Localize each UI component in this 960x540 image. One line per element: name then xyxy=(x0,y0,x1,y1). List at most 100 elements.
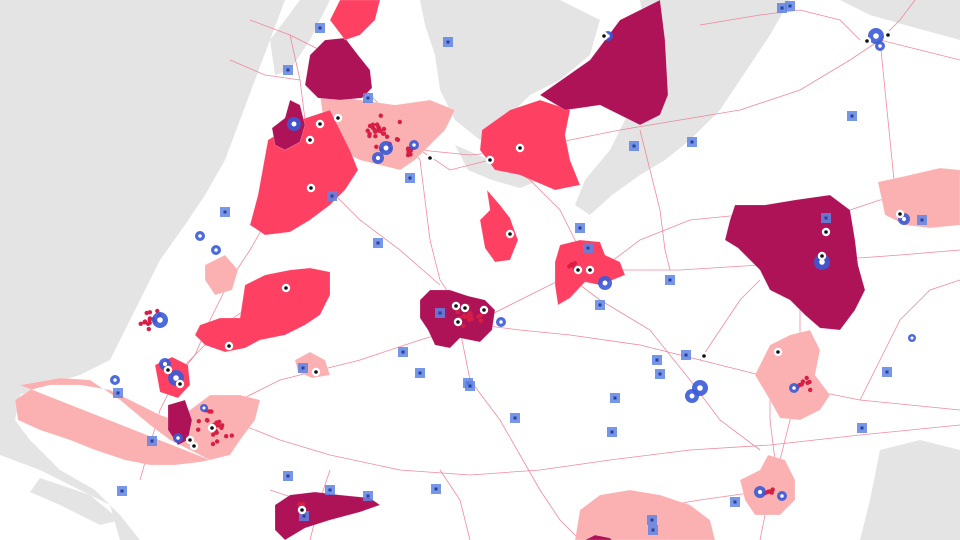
point-pin-center xyxy=(314,370,318,374)
incident-dot-marker[interactable] xyxy=(219,425,224,430)
incident-dot-marker[interactable] xyxy=(145,321,151,326)
incident-dot-marker[interactable] xyxy=(805,380,810,385)
incident-dot-marker[interactable] xyxy=(155,308,160,314)
incident-dot-marker[interactable] xyxy=(209,409,214,414)
incident-dot-marker[interactable] xyxy=(800,379,806,384)
incident-dot-marker[interactable] xyxy=(196,419,201,424)
square-marker-center xyxy=(632,144,636,148)
ring-marker-center xyxy=(198,234,202,238)
point-pin-center xyxy=(227,344,231,348)
incident-dot-marker[interactable] xyxy=(373,134,378,139)
square-marker-center xyxy=(650,518,654,522)
square-marker-center xyxy=(418,371,422,375)
incident-dot-marker[interactable] xyxy=(397,119,402,125)
square-marker-center xyxy=(301,366,305,370)
square-marker-center xyxy=(468,384,472,388)
incident-dot-marker[interactable] xyxy=(210,441,216,447)
incident-dot-marker[interactable] xyxy=(476,314,481,319)
incident-dot-marker[interactable] xyxy=(204,417,210,423)
region-hilversum xyxy=(479,189,519,263)
region-zoetermeer xyxy=(204,254,239,296)
point-pin-center xyxy=(886,33,890,37)
incident-dot-marker[interactable] xyxy=(378,113,383,118)
square-marker-center xyxy=(328,488,332,492)
point-pin-center xyxy=(188,438,192,442)
incident-dot-marker[interactable] xyxy=(196,427,201,432)
square-marker-center xyxy=(598,303,602,307)
incident-dot-marker[interactable] xyxy=(381,126,387,132)
ring-marker-center xyxy=(412,143,416,147)
point-pin-center xyxy=(488,158,492,162)
incident-dot-marker[interactable] xyxy=(211,432,216,437)
incident-dot-marker[interactable] xyxy=(381,131,386,136)
incident-dot-marker[interactable] xyxy=(572,261,578,266)
square-marker-center xyxy=(286,474,290,478)
incident-dot-marker[interactable] xyxy=(455,309,460,315)
region-zaanstad xyxy=(304,37,373,101)
point-pin-center xyxy=(508,232,512,236)
municipality-regions xyxy=(14,0,960,540)
point-pin-center xyxy=(192,444,196,448)
incident-dot-marker[interactable] xyxy=(370,122,376,127)
incident-dot-marker[interactable] xyxy=(395,137,401,142)
point-pin-center xyxy=(308,138,312,142)
incident-dot-marker[interactable] xyxy=(468,313,473,318)
water-southeast xyxy=(860,440,960,540)
square-marker-center xyxy=(668,278,672,282)
incident-dot-marker[interactable] xyxy=(372,128,378,134)
incident-dot-marker[interactable] xyxy=(138,321,143,326)
incident-dot-marker[interactable] xyxy=(147,317,152,323)
point-pin-center xyxy=(309,186,313,190)
square-marker-center xyxy=(408,176,412,180)
incident-dot-marker[interactable] xyxy=(374,122,380,127)
point-pin-center xyxy=(898,212,902,216)
point-pin-center xyxy=(865,39,869,43)
incident-dot-marker[interactable] xyxy=(384,134,390,139)
incident-dot-marker[interactable] xyxy=(461,323,466,329)
ring-marker-center xyxy=(602,280,608,286)
incident-dot-marker[interactable] xyxy=(142,319,148,324)
ring-marker-center xyxy=(689,393,695,399)
ring-marker-center xyxy=(757,489,763,495)
point-pin-center xyxy=(463,306,467,310)
square-marker-center xyxy=(120,489,124,493)
region-alphen xyxy=(194,267,331,353)
point-pin-center xyxy=(576,268,580,272)
point-pin-center xyxy=(178,382,182,386)
incident-dot-marker[interactable] xyxy=(146,326,151,332)
square-marker-center xyxy=(885,370,889,374)
point-pin-center xyxy=(602,34,606,38)
ring-marker-center xyxy=(910,336,914,340)
incident-dot-marker[interactable] xyxy=(406,147,411,153)
incident-dot-marker[interactable] xyxy=(224,434,229,439)
square-marker-center xyxy=(401,350,405,354)
incident-dot-marker[interactable] xyxy=(367,133,372,139)
incident-dot-marker[interactable] xyxy=(147,310,153,315)
incident-dot-marker[interactable] xyxy=(478,318,484,323)
incident-dot-marker[interactable] xyxy=(214,439,220,444)
incident-dot-marker[interactable] xyxy=(462,314,468,320)
square-marker-center xyxy=(824,216,828,220)
incident-dot-marker[interactable] xyxy=(375,128,381,133)
point-pin-center xyxy=(824,230,828,234)
incident-dot-marker[interactable] xyxy=(804,375,809,381)
square-marker-center xyxy=(513,416,517,420)
incident-dot-marker[interactable] xyxy=(469,316,474,322)
lake-ijsselmeer xyxy=(420,0,600,140)
ring-marker-center xyxy=(113,378,117,382)
incident-dot-marker[interactable] xyxy=(229,433,234,438)
point-pin-center xyxy=(588,268,592,272)
incident-dot-marker[interactable] xyxy=(767,489,772,494)
ring-marker-center xyxy=(873,33,879,39)
incident-dot-marker[interactable] xyxy=(374,144,379,149)
incident-dot-marker[interactable] xyxy=(808,387,813,393)
incident-dot-marker[interactable] xyxy=(365,128,370,133)
region-apeldoorn xyxy=(724,194,866,331)
region-lelystad xyxy=(539,0,669,126)
square-marker-center xyxy=(434,487,438,491)
square-marker-center xyxy=(376,241,380,245)
ring-marker-center xyxy=(780,494,784,498)
ring-marker-center xyxy=(162,361,168,367)
